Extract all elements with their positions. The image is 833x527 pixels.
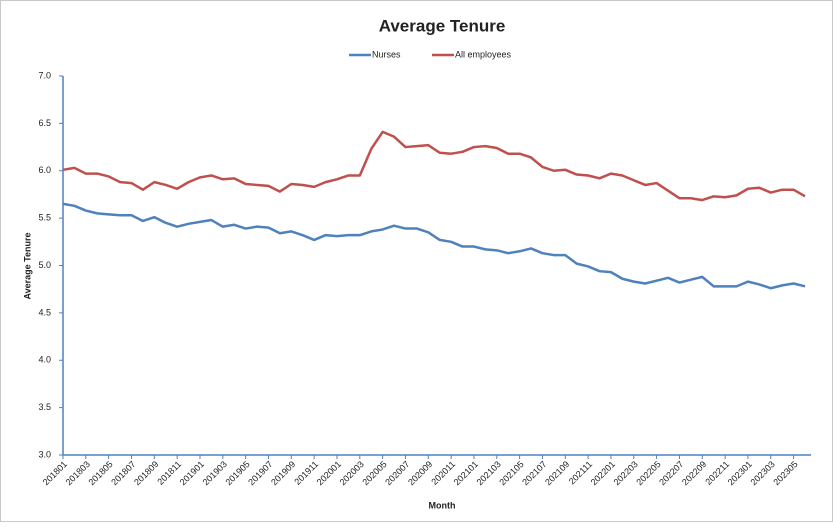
y-tick-label: 3.5	[38, 402, 51, 412]
y-tick-label: 7.0	[38, 70, 51, 80]
y-tick-label: 4.0	[38, 355, 51, 365]
y-tick-label: 5.0	[38, 260, 51, 270]
y-tick-label: 4.5	[38, 307, 51, 317]
y-axis-label: Average Tenure	[22, 232, 32, 299]
chart-title: Average Tenure	[379, 16, 506, 35]
series-line	[62, 130, 806, 202]
y-tick-label: 6.5	[38, 118, 51, 128]
y-tick-label: 3.0	[38, 449, 51, 459]
y-tick-label: 6.0	[38, 165, 51, 175]
series-line	[62, 202, 806, 290]
y-tick-label: 5.5	[38, 213, 51, 223]
x-axis-label: Month	[429, 500, 456, 510]
legend-label: All employees	[455, 49, 512, 59]
legend-label: Nurses	[372, 49, 401, 59]
